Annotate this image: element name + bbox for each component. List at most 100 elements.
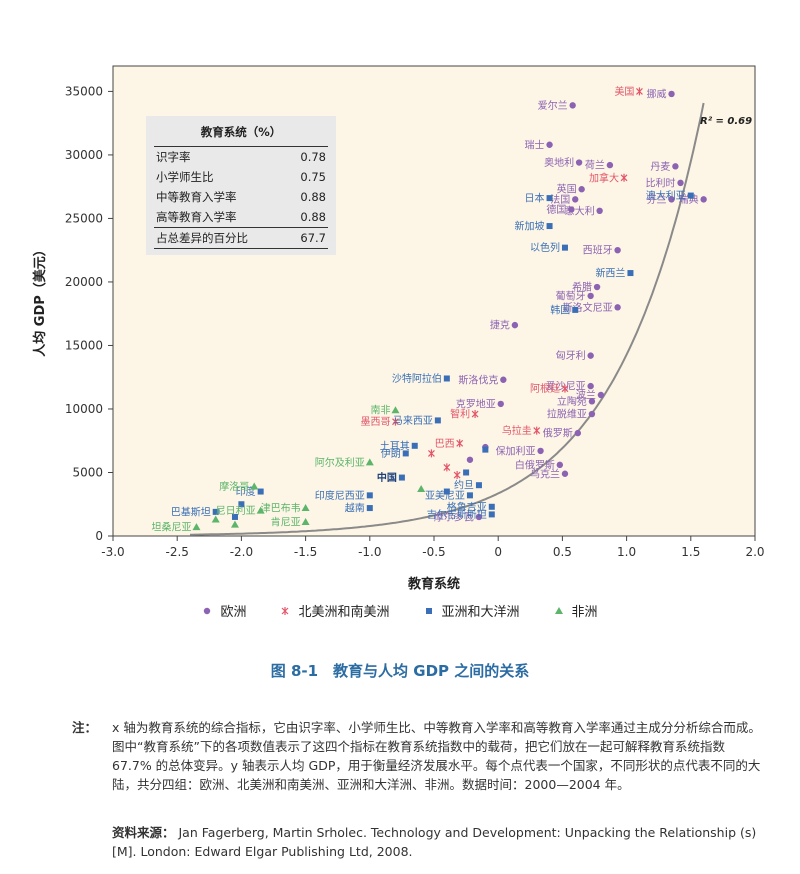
data-label: 白俄罗斯 (515, 458, 555, 471)
data-label: 以色列 (530, 241, 560, 254)
data-label: 爱尔兰 (538, 99, 568, 112)
data-point (456, 439, 464, 448)
data-label: 坦桑尼亚 (151, 521, 191, 534)
data-label: 沙特阿拉伯 (392, 372, 442, 385)
data-label: 乌拉圭 (502, 424, 532, 437)
table-row-label: 高等教育入学率 (156, 210, 237, 224)
legend: 欧洲 北美洲和南美洲 亚洲和大洋洲 非洲 (0, 601, 800, 620)
data-point (606, 161, 614, 169)
data-label: 吉尔吉斯斯坦 (427, 508, 487, 521)
table-row-value: 0.88 (300, 190, 326, 204)
data-point (668, 196, 675, 203)
data-point (466, 456, 474, 463)
data-label: 土耳其 (380, 439, 410, 452)
y-tick-label: 0 (95, 529, 103, 543)
data-point (443, 375, 450, 382)
x-tick-label: -1.5 (294, 545, 317, 559)
data-point (578, 186, 585, 193)
data-point (257, 488, 264, 495)
data-point (561, 384, 569, 393)
y-axis-title: 人均 GDP（美元） (32, 243, 48, 357)
data-point (614, 246, 621, 254)
data-point (677, 179, 684, 187)
data-label: 南非 (370, 404, 390, 417)
table-row-value: 0.78 (300, 150, 326, 164)
table-total-row: 占总差异的百分比 67.7 (154, 228, 328, 248)
data-label: 澳大利亚 (646, 189, 686, 202)
data-label: 芬兰 (647, 193, 667, 206)
data-point (497, 400, 504, 408)
x-tick-label: -0.5 (422, 545, 445, 559)
data-point (212, 508, 219, 515)
data-point (572, 196, 579, 203)
data-label: 意大利 (565, 204, 595, 217)
legend-label: 北美洲和南美洲 (298, 605, 390, 620)
table-row-label: 识字率 (156, 150, 191, 164)
trend-curve (190, 102, 705, 536)
data-label: 新加坡 (515, 220, 545, 233)
data-label: 荷兰 (585, 159, 605, 172)
data-point (392, 417, 399, 426)
data-label: 克罗地亚 (456, 397, 496, 410)
data-point (365, 458, 374, 466)
legend-item: 非洲 (554, 601, 598, 620)
table-row-label: 小学师生比 (156, 170, 214, 184)
legend-item: 欧洲 (202, 601, 246, 620)
x-tick-label: -2.5 (165, 545, 188, 559)
x-tick-label: -1.0 (358, 545, 381, 559)
source-label: 资料来源： (112, 825, 175, 840)
data-point (238, 501, 245, 508)
data-label: 津巴布韦 (261, 503, 301, 515)
data-point (556, 461, 564, 469)
data-point (546, 195, 553, 202)
r-squared-label: R² = 0.69 (700, 116, 752, 127)
data-point (568, 206, 575, 213)
table-row: 小学师生比 0.75 (154, 167, 328, 187)
data-point (256, 506, 265, 514)
data-label: 英国 (557, 183, 577, 196)
y-tick-label: 30000 (65, 148, 103, 162)
data-point (417, 485, 426, 492)
data-label: 中国 (377, 471, 397, 484)
note-text: x 轴为教育系统的综合指标，它由识字率、小学师生比、中等教育入学率和高等教育入学… (112, 720, 761, 792)
table-total-value: 67.7 (300, 231, 326, 245)
table-row-value: 0.88 (300, 210, 326, 224)
table-row: 高等教育入学率 0.88 (154, 207, 328, 227)
data-label: 比利时 (646, 177, 676, 189)
data-point (593, 283, 601, 291)
x-tick-label: 1.5 (681, 545, 700, 559)
x-tick-label: 1.0 (617, 545, 636, 559)
data-point (537, 447, 544, 455)
data-point (575, 159, 583, 166)
data-label: 印度 (236, 485, 256, 498)
data-point (596, 207, 603, 215)
data-label: 俄罗斯 (543, 427, 573, 440)
data-label: 法国 (550, 193, 570, 206)
x-axis-title: 教育系统 (407, 576, 460, 592)
data-label: 尼日利亚 (216, 505, 256, 517)
figure-note: 注： x 轴为教育系统的综合指标，它由识字率、小学师生比、中等教育入学率和高等教… (72, 718, 762, 794)
data-point (574, 429, 582, 437)
data-label: 日本 (525, 192, 545, 205)
data-label: 肯尼亚 (271, 516, 301, 529)
table-body: 识字率 0.78 小学师生比 0.75 中等教育入学率 0.88 高等教育入学率 0.88 (154, 147, 328, 227)
data-point (475, 513, 483, 521)
data-point (366, 505, 373, 512)
data-label: 约旦 (454, 479, 474, 492)
data-label: 美国 (614, 85, 634, 98)
data-label: 加拿大 (589, 171, 619, 184)
data-label: 西班牙 (583, 245, 613, 257)
data-point (561, 244, 568, 251)
y-tick-label: 20000 (65, 275, 103, 289)
data-point (366, 492, 373, 499)
data-point (569, 102, 576, 109)
table-title: 教育系统（%） (200, 125, 282, 139)
data-point (488, 511, 495, 518)
legend-marker-icon (554, 606, 563, 614)
data-point (627, 270, 634, 277)
data-point (546, 223, 553, 230)
data-point (471, 410, 479, 419)
data-label: 爱沙尼亚 (546, 380, 586, 393)
data-label: 格鲁吉亚 (447, 500, 487, 513)
